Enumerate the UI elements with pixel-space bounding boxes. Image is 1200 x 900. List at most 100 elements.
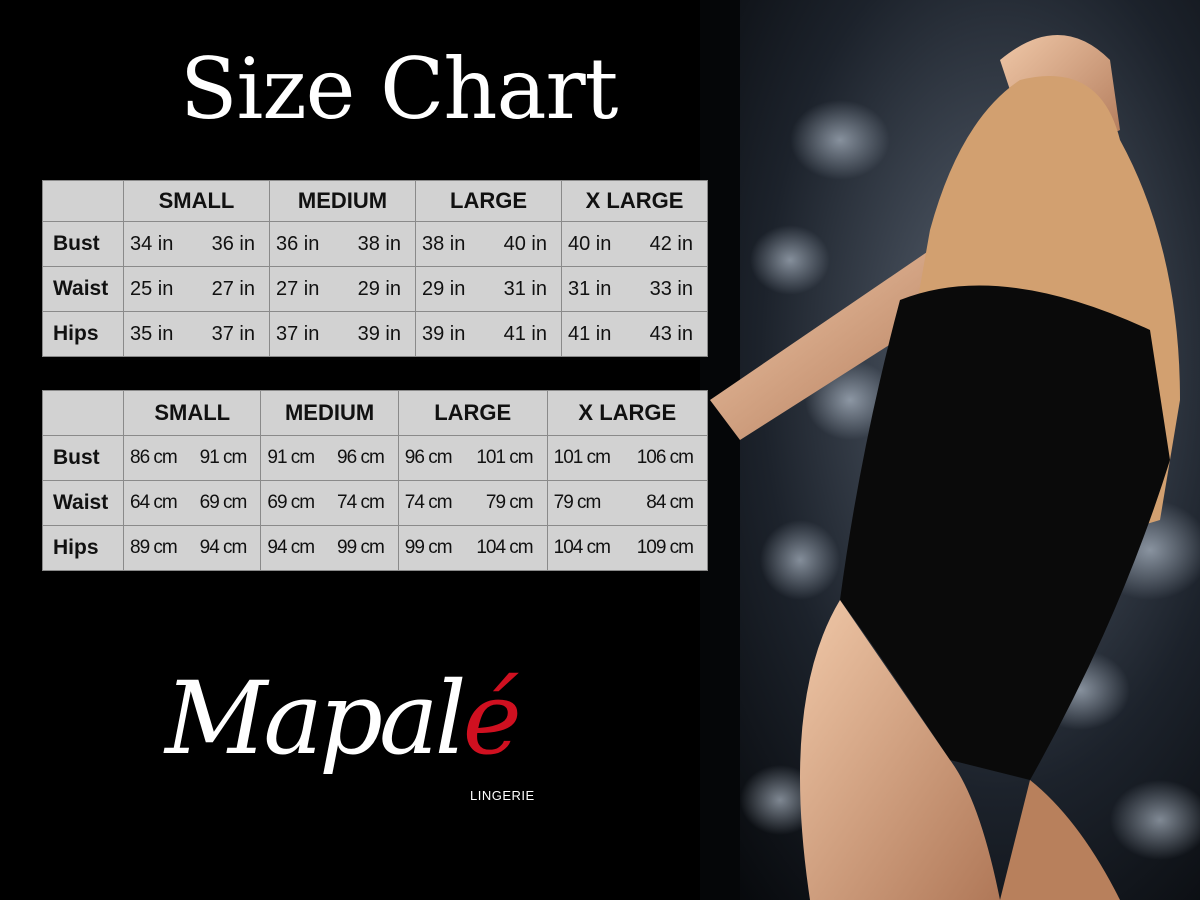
measure-max: 94 cm	[199, 537, 248, 558]
table-row-bust: Bust 86 cm 91 cm 91 cm 96 cm 96 cm 101 cm 101 c…	[42, 435, 709, 481]
table-row-waist: Waist 64 cm 69 cm 69 cm 74 cm 74 cm 79 cm 79 cm…	[42, 480, 709, 526]
size-range-cell: 91 cm 96 cm	[260, 435, 399, 481]
measure-max: 40 in	[503, 232, 547, 255]
size-range-cell: 74 cm 79 cm	[397, 480, 548, 526]
logo-accent-letter: é	[462, 660, 522, 777]
size-range-cell: 89 cm 94 cm	[122, 525, 262, 571]
logo-word: Mapal	[165, 660, 467, 777]
measure-pair: 101 cm 106 cm	[548, 447, 707, 469]
measure-max: 41 in	[503, 322, 547, 345]
measure-pair: 37 in 39 in	[270, 323, 415, 346]
measure-min: 37 in	[276, 322, 320, 345]
measure-pair: 64 cm 69 cm	[124, 492, 260, 514]
measure-min: 64 cm	[130, 492, 178, 513]
measure-max: 43 in	[649, 322, 693, 345]
table-row-hips: Hips 89 cm 94 cm 94 cm 99 cm 99 cm 104 cm 104 c…	[42, 525, 709, 571]
measure-min: 35 in	[130, 322, 174, 345]
table-row-hips: Hips 35 in 37 in 37 in 39 in 39 in 41 in 41 in 4…	[42, 311, 708, 357]
size-range-cell: 34 in 36 in	[123, 221, 270, 267]
size-range-cell: 31 in 33 in	[561, 266, 708, 312]
measure-min: 101 cm	[553, 447, 611, 468]
size-header-small: SMALL	[123, 180, 270, 222]
row-label: Waist	[42, 480, 124, 526]
measure-pair: 91 cm 96 cm	[261, 447, 397, 469]
measure-max: 79 cm	[485, 492, 534, 513]
measure-min: 86 cm	[130, 447, 178, 468]
row-label: Hips	[42, 525, 124, 571]
measure-min: 34 in	[130, 232, 174, 255]
measure-pair: 34 in 36 in	[124, 233, 269, 256]
measure-min: 31 in	[568, 277, 612, 300]
row-label: Bust	[42, 435, 124, 481]
measure-pair: 29 in 31 in	[416, 278, 561, 301]
measure-pair: 39 in 41 in	[416, 323, 561, 346]
size-range-cell: 79 cm 84 cm	[546, 480, 709, 526]
measure-max: 99 cm	[337, 537, 385, 558]
measure-pair: 35 in 37 in	[124, 323, 269, 346]
measure-min: 99 cm	[404, 537, 453, 558]
size-header-xlarge: X LARGE	[561, 180, 708, 222]
measure-max: 109 cm	[636, 537, 694, 558]
size-header-xlarge: X LARGE	[546, 390, 709, 436]
size-range-cell: 27 in 29 in	[269, 266, 416, 312]
size-header-large: LARGE	[415, 180, 562, 222]
row-label: Hips	[42, 311, 124, 357]
page-title: Size Chart	[180, 40, 618, 138]
measure-max: 37 in	[211, 322, 255, 345]
measure-max: 31 in	[503, 277, 547, 300]
measure-min: 38 in	[422, 232, 466, 255]
size-range-cell: 35 in 37 in	[123, 311, 270, 357]
brand-logo: Mapalé LINGERIE	[165, 660, 585, 820]
size-range-cell: 96 cm 101 cm	[397, 435, 548, 481]
header-row: SMALL MEDIUM LARGE X LARGE	[42, 180, 708, 222]
size-header-medium: MEDIUM	[260, 390, 399, 436]
measure-min: 36 in	[276, 232, 320, 255]
measure-pair: 36 in 38 in	[270, 233, 415, 256]
size-header-medium: MEDIUM	[269, 180, 416, 222]
measure-pair: 104 cm 109 cm	[548, 537, 707, 559]
measure-min: 91 cm	[267, 447, 315, 468]
measure-min: 29 in	[422, 277, 466, 300]
measure-max: 27 in	[211, 277, 255, 300]
size-header-small: SMALL	[122, 390, 262, 436]
size-range-cell: 37 in 39 in	[269, 311, 416, 357]
header-blank	[42, 390, 124, 436]
measure-max: 101 cm	[476, 447, 533, 468]
measure-max: 74 cm	[337, 492, 385, 513]
measure-max: 69 cm	[199, 492, 248, 513]
header-blank	[42, 180, 124, 222]
measure-max: 91 cm	[199, 447, 248, 468]
measure-pair: 86 cm 91 cm	[124, 447, 260, 469]
size-range-cell: 94 cm 99 cm	[260, 525, 399, 571]
measure-min: 41 in	[568, 322, 612, 345]
measure-max: 29 in	[357, 277, 401, 300]
measure-pair: 25 in 27 in	[124, 278, 269, 301]
measure-pair: 31 in 33 in	[562, 278, 707, 301]
measure-pair: 94 cm 99 cm	[261, 537, 397, 559]
size-range-cell: 38 in 40 in	[415, 221, 562, 267]
measure-min: 96 cm	[404, 447, 453, 468]
measure-min: 25 in	[130, 277, 174, 300]
size-range-cell: 86 cm 91 cm	[122, 435, 262, 481]
measure-min: 94 cm	[267, 537, 315, 558]
measure-max: 36 in	[211, 232, 255, 255]
size-range-cell: 41 in 43 in	[561, 311, 708, 357]
table-row-waist: Waist 25 in 27 in 27 in 29 in 29 in 31 in 31 in…	[42, 266, 708, 312]
measure-pair: 74 cm 79 cm	[399, 492, 547, 514]
size-range-cell: 36 in 38 in	[269, 221, 416, 267]
measure-min: 27 in	[276, 277, 320, 300]
size-range-cell: 40 in 42 in	[561, 221, 708, 267]
size-table-inches: SMALL MEDIUM LARGE X LARGE Bust 34 in 36 i…	[42, 180, 708, 357]
measure-max: 33 in	[649, 277, 693, 300]
model-photo	[700, 0, 1200, 900]
row-label: Bust	[42, 221, 124, 267]
measure-pair: 89 cm 94 cm	[124, 537, 260, 559]
measure-min: 74 cm	[404, 492, 453, 513]
measure-min: 79 cm	[553, 492, 602, 513]
size-range-cell: 101 cm 106 cm	[546, 435, 709, 481]
size-range-cell: 39 in 41 in	[415, 311, 562, 357]
measure-min: 40 in	[568, 232, 612, 255]
measure-max: 106 cm	[636, 447, 694, 468]
measure-min: 39 in	[422, 322, 466, 345]
measure-pair: 40 in 42 in	[562, 233, 707, 256]
